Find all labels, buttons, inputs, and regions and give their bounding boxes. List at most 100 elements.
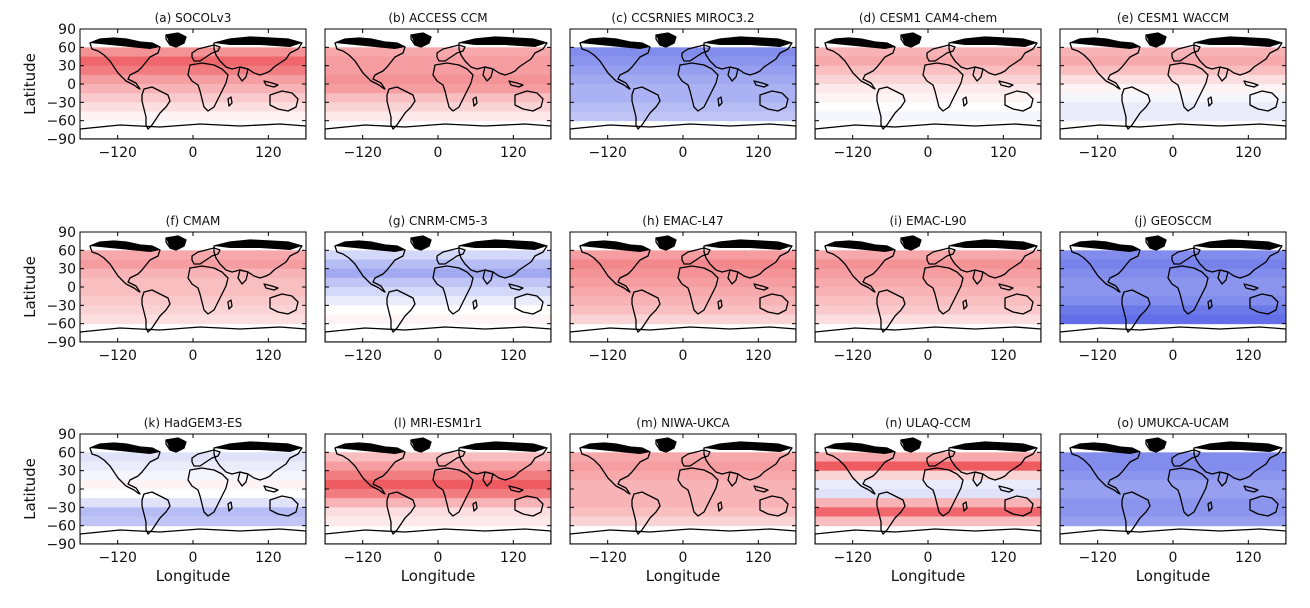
heat-band bbox=[80, 507, 306, 517]
y-tick-label: −60 bbox=[46, 317, 76, 333]
arctic-land bbox=[90, 438, 302, 454]
heat-band bbox=[325, 84, 551, 94]
heat-band bbox=[570, 516, 796, 527]
heat-band bbox=[815, 470, 1041, 481]
heat-band bbox=[570, 296, 796, 306]
heat-band bbox=[80, 287, 306, 297]
y-tick-label: 30 bbox=[58, 262, 76, 278]
y-axis-label: Latitude bbox=[21, 53, 39, 115]
map-panel: (k) HadGEM3-ES −120 0 120 90 60 30 0 −30 −60 −90 bbox=[46, 416, 307, 566]
heat-band bbox=[325, 489, 551, 499]
x-tick-label: −120 bbox=[588, 145, 626, 161]
panel-title: (k) HadGEM3-ES bbox=[144, 416, 243, 430]
y-tick-label: 60 bbox=[58, 445, 76, 461]
x-tick-label: −120 bbox=[343, 145, 381, 161]
y-axis-labels: Latitude Latitude Latitude bbox=[21, 53, 39, 520]
map-panel: (j) GEOSCCM −120 0 120 bbox=[1059, 214, 1287, 364]
heat-band bbox=[1060, 111, 1286, 122]
heat-band bbox=[570, 507, 796, 517]
heat-band bbox=[80, 470, 306, 481]
arctic-land bbox=[335, 438, 547, 454]
heat-band bbox=[325, 287, 551, 297]
heat-band bbox=[80, 277, 306, 288]
heat-band bbox=[80, 56, 306, 67]
x-axis-label: Longitude bbox=[891, 567, 966, 585]
x-tick-label: −120 bbox=[588, 550, 626, 566]
x-tick-label: 120 bbox=[255, 348, 282, 364]
heat-band bbox=[815, 461, 1041, 472]
x-tick-label: 0 bbox=[1169, 145, 1178, 161]
heat-band bbox=[815, 516, 1041, 527]
heat-band bbox=[815, 277, 1041, 288]
y-tick-label: 30 bbox=[58, 464, 76, 480]
x-tick-label: 120 bbox=[500, 145, 527, 161]
arctic-land bbox=[825, 438, 1037, 454]
x-tick-label: 120 bbox=[990, 550, 1017, 566]
heat-band bbox=[1060, 287, 1286, 297]
heat-band bbox=[1060, 277, 1286, 288]
panels-layer: (a) SOCOLv3 −120 0 120 90 60 30 0 −30 −60 −90 (b) A… bbox=[46, 11, 1287, 566]
heat-band bbox=[815, 268, 1041, 279]
heat-band bbox=[325, 479, 551, 490]
heat-band bbox=[815, 498, 1041, 508]
heat-band bbox=[570, 74, 796, 85]
map-panel: (a) SOCOLv3 −120 0 120 90 60 30 0 −30 −60 −90 bbox=[46, 11, 307, 161]
panel-title: (l) MRI-ESM1r1 bbox=[394, 416, 483, 430]
x-tick-label: 0 bbox=[434, 145, 443, 161]
heat-band bbox=[570, 56, 796, 67]
x-tick-label: 120 bbox=[990, 145, 1017, 161]
panel-title: (m) NIWA-UKCA bbox=[636, 416, 730, 430]
x-tick-label: 0 bbox=[679, 145, 688, 161]
heat-band bbox=[815, 507, 1041, 517]
x-tick-label: 0 bbox=[679, 348, 688, 364]
heat-band bbox=[1060, 498, 1286, 508]
heat-band bbox=[325, 461, 551, 472]
heat-band bbox=[80, 111, 306, 122]
map-panel: (i) EMAC-L90 −120 0 120 bbox=[814, 214, 1042, 364]
heat-band bbox=[1060, 74, 1286, 85]
y-tick-label: 0 bbox=[67, 77, 76, 93]
heat-band bbox=[815, 84, 1041, 94]
heat-band bbox=[325, 259, 551, 270]
x-tick-label: −120 bbox=[98, 550, 136, 566]
heat-band bbox=[570, 93, 796, 103]
x-tick-label: 0 bbox=[1169, 348, 1178, 364]
heat-band bbox=[80, 489, 306, 499]
arctic-land bbox=[335, 236, 547, 252]
heat-band bbox=[815, 102, 1041, 112]
y-tick-label: 0 bbox=[67, 280, 76, 296]
y-axis-label: Latitude bbox=[21, 458, 39, 520]
map-panel: (f) CMAM −120 0 120 90 60 30 0 −30 −60 −90 bbox=[46, 214, 307, 364]
x-tick-label: −120 bbox=[1078, 348, 1116, 364]
heat-band bbox=[80, 305, 306, 315]
arctic-land bbox=[1070, 236, 1282, 252]
x-tick-label: −120 bbox=[1078, 145, 1116, 161]
heat-band bbox=[570, 84, 796, 94]
heat-band bbox=[570, 268, 796, 279]
heat-band bbox=[80, 84, 306, 94]
y-tick-label: −30 bbox=[46, 298, 76, 314]
y-tick-label: −60 bbox=[46, 114, 76, 130]
x-tick-label: 0 bbox=[924, 550, 933, 566]
x-tick-label: 0 bbox=[189, 550, 198, 566]
heat-band bbox=[815, 93, 1041, 103]
x-tick-label: −120 bbox=[833, 145, 871, 161]
y-tick-label: −60 bbox=[46, 519, 76, 535]
heat-band bbox=[570, 305, 796, 315]
heat-band bbox=[570, 470, 796, 481]
map-panel: (c) CCSRNIES MIROC3.2 −120 0 120 bbox=[569, 11, 797, 161]
y-tick-label: 60 bbox=[58, 243, 76, 259]
y-tick-label: −30 bbox=[46, 95, 76, 111]
heat-band bbox=[570, 102, 796, 112]
x-axis-label: Longitude bbox=[1136, 567, 1211, 585]
x-tick-label: 0 bbox=[189, 145, 198, 161]
heat-band bbox=[1060, 93, 1286, 103]
heat-band bbox=[325, 305, 551, 315]
arctic-land bbox=[580, 33, 792, 49]
panel-title: (i) EMAC-L90 bbox=[889, 214, 966, 228]
heat-band bbox=[1060, 516, 1286, 527]
heat-band bbox=[1060, 461, 1286, 472]
panel-title: (b) ACCESS CCM bbox=[388, 11, 487, 25]
arctic-land bbox=[580, 438, 792, 454]
heat-band bbox=[570, 277, 796, 288]
